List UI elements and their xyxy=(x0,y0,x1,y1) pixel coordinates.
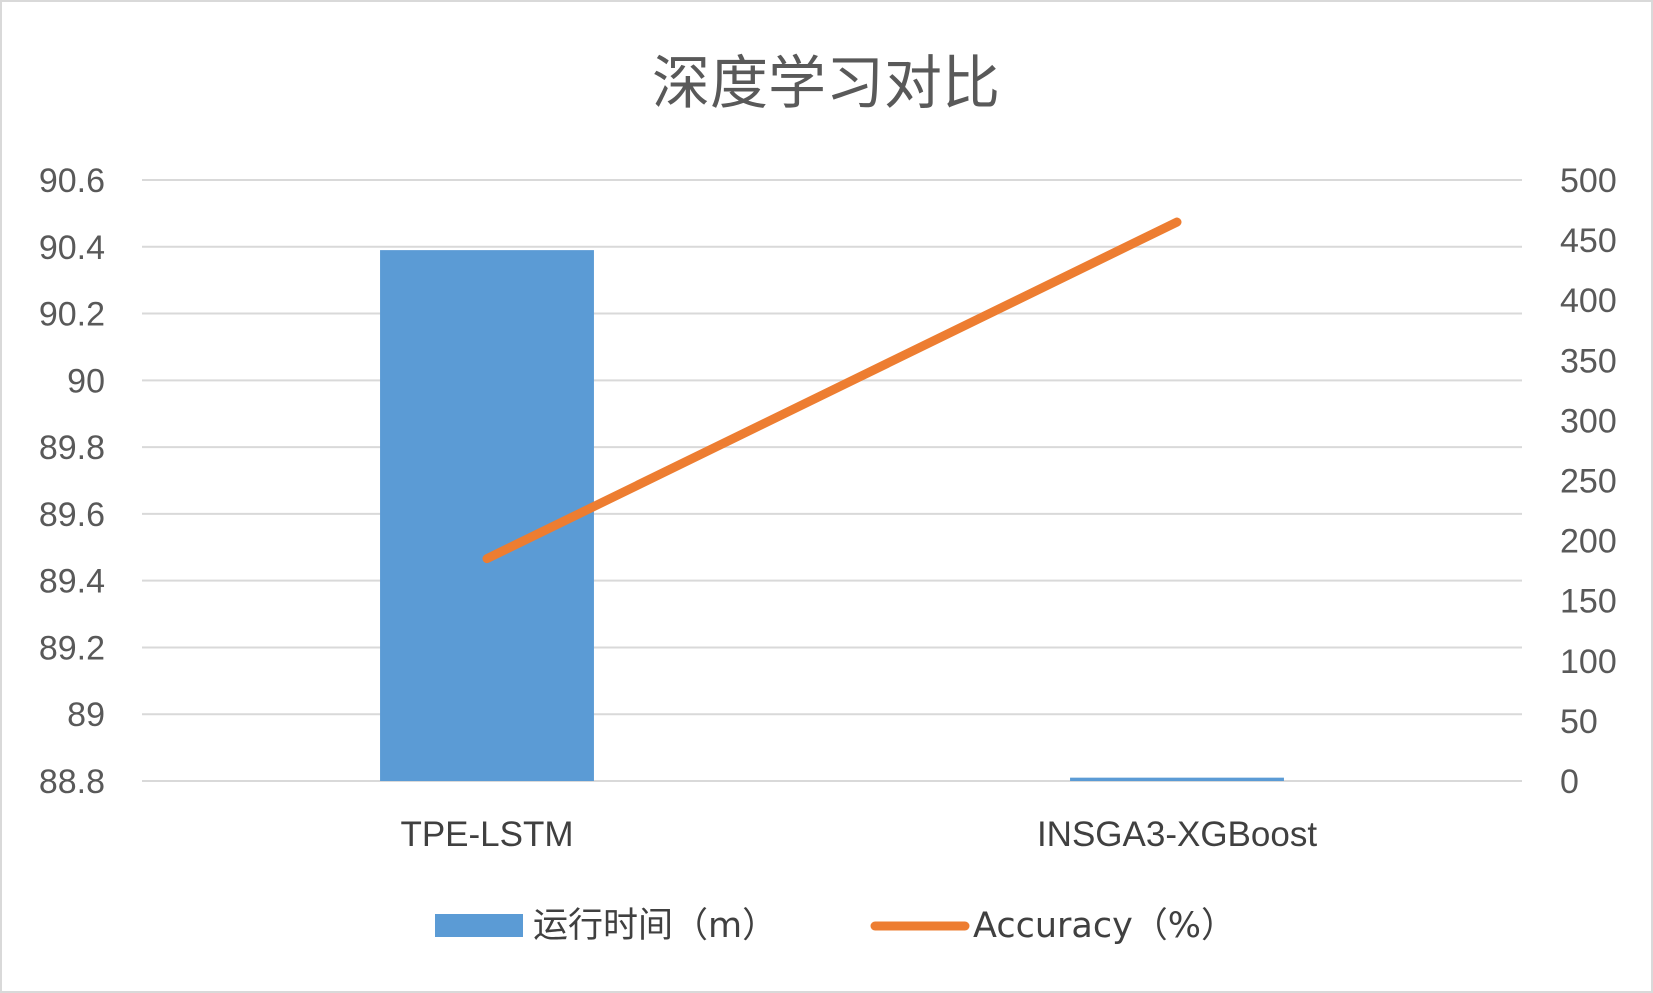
left-axis-tick-label: 89 xyxy=(67,696,105,734)
legend-label-accuracy: Accuracy（%） xyxy=(973,906,1236,946)
right-axis-tick-label: 300 xyxy=(1560,402,1617,440)
grid-lines xyxy=(142,179,1522,782)
right-axis-tick-label: 250 xyxy=(1560,463,1617,501)
left-axis-ticks: 88.8 89 89.2 89.4 89.6 89.8 90 90.2 90.4 90.6 xyxy=(39,162,105,801)
left-axis-tick-label: 88.8 xyxy=(39,763,105,801)
category-axis-labels: TPE-LSTM INSGA3-XGBoost xyxy=(400,815,1317,854)
right-axis-tick-label: 50 xyxy=(1560,703,1598,741)
left-axis-tick-label: 90 xyxy=(67,362,105,400)
right-axis-tick-label: 500 xyxy=(1560,162,1617,200)
legend-swatch-runtime xyxy=(435,914,523,937)
right-axis-tick-label: 400 xyxy=(1560,282,1617,320)
right-axis-ticks: 0 50 100 150 200 250 300 350 400 450 500 xyxy=(1560,162,1617,801)
right-axis-tick-label: 200 xyxy=(1560,523,1617,561)
right-axis-tick-label: 0 xyxy=(1560,763,1579,801)
chart-title: 深度学习对比 xyxy=(652,49,1000,117)
accuracy-line xyxy=(482,217,1182,564)
right-axis-tick-label: 450 xyxy=(1560,222,1617,260)
legend-label-runtime: 运行时间（m） xyxy=(533,906,777,946)
bar-series xyxy=(380,250,1284,781)
left-axis-tick-label: 89.6 xyxy=(39,496,105,534)
right-axis-tick-label: 350 xyxy=(1560,342,1617,380)
right-axis-tick-label: 150 xyxy=(1560,583,1617,621)
left-axis-tick-label: 90.6 xyxy=(39,162,105,200)
left-axis-tick-label: 90.2 xyxy=(39,296,105,334)
category-label: INSGA3-XGBoost xyxy=(1037,815,1317,854)
right-axis-tick-label: 100 xyxy=(1560,643,1617,681)
bar-insga3-xgboost xyxy=(1070,777,1284,781)
bar-tpe-lstm xyxy=(380,250,594,781)
category-label: TPE-LSTM xyxy=(400,815,573,854)
line-series xyxy=(482,217,1182,564)
left-axis-tick-label: 89.4 xyxy=(39,563,105,601)
left-axis-tick-label: 89.8 xyxy=(39,429,105,467)
left-axis-tick-label: 90.4 xyxy=(39,229,105,267)
left-axis-tick-label: 89.2 xyxy=(39,629,105,667)
legend: 运行时间（m） Accuracy（%） xyxy=(435,906,1236,946)
